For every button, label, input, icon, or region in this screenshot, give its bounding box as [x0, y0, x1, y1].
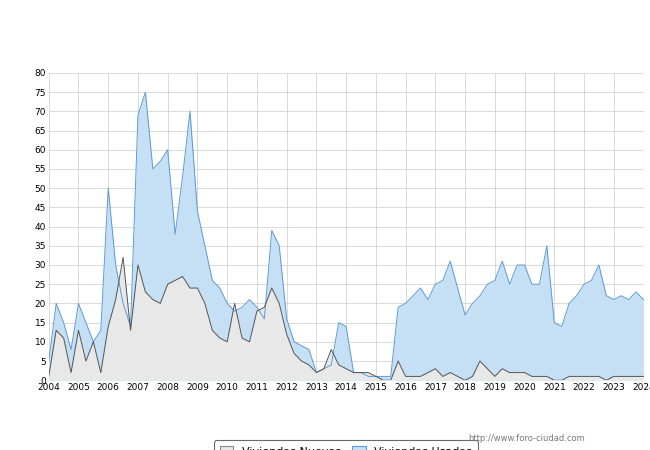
Text: http://www.foro-ciudad.com: http://www.foro-ciudad.com: [468, 434, 585, 443]
Legend: Viviendas Nuevas, Viviendas Usadas: Viviendas Nuevas, Viviendas Usadas: [214, 441, 478, 450]
Text: Alcaudete - Evolucion del Nº de Transacciones Inmobiliarias: Alcaudete - Evolucion del Nº de Transacc…: [126, 10, 524, 22]
